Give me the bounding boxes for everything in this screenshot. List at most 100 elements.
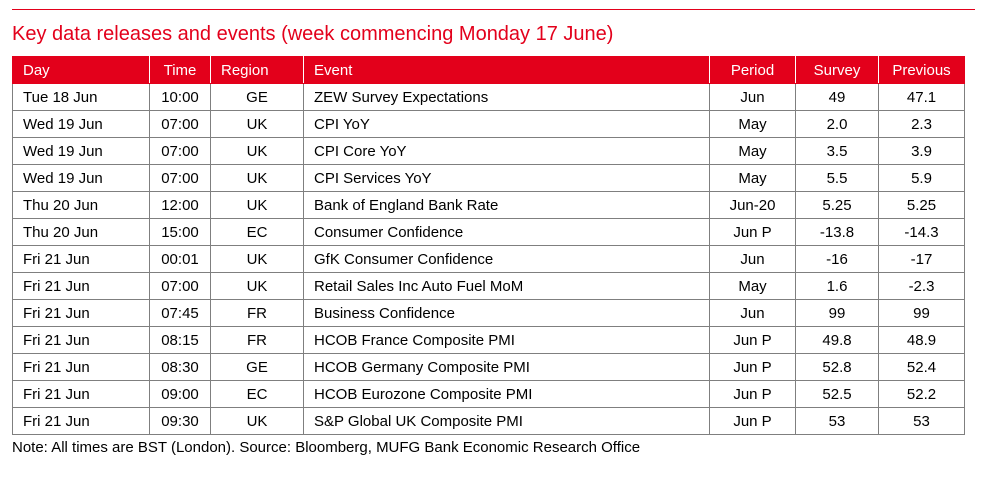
cell-period: Jun xyxy=(709,83,796,111)
cell-region: GE xyxy=(210,83,304,111)
cell-event: CPI Core YoY xyxy=(303,137,710,165)
cell-survey: 3.5 xyxy=(795,137,879,165)
cell-time: 07:00 xyxy=(149,272,211,300)
cell-period: Jun P xyxy=(709,407,796,435)
cell-period: Jun P xyxy=(709,218,796,246)
cell-time: 07:00 xyxy=(149,137,211,165)
cell-event: ZEW Survey Expectations xyxy=(303,83,710,111)
cell-survey: 49.8 xyxy=(795,326,879,354)
cell-time: 08:30 xyxy=(149,353,211,381)
cell-time: 07:00 xyxy=(149,164,211,192)
table-row: Fri 21 Jun 09:00 EC HCOB Eurozone Composite… xyxy=(12,380,965,408)
cell-event: GfK Consumer Confidence xyxy=(303,245,710,273)
cell-event: S&P Global UK Composite PMI xyxy=(303,407,710,435)
cell-survey: -16 xyxy=(795,245,879,273)
cell-previous: 47.1 xyxy=(878,83,965,111)
cell-survey: 5.5 xyxy=(795,164,879,192)
cell-region: FR xyxy=(210,299,304,327)
column-header-previous: Previous xyxy=(878,56,965,84)
cell-event: HCOB Germany Composite PMI xyxy=(303,353,710,381)
cell-region: UK xyxy=(210,110,304,138)
table-body: Tue 18 Jun 10:00 GE ZEW Survey Expectations… xyxy=(12,83,965,435)
cell-previous: -2.3 xyxy=(878,272,965,300)
cell-day: Wed 19 Jun xyxy=(12,137,150,165)
cell-time: 09:30 xyxy=(149,407,211,435)
cell-event: HCOB Eurozone Composite PMI xyxy=(303,380,710,408)
cell-day: Thu 20 Jun xyxy=(12,191,150,219)
column-header-period: Period xyxy=(709,56,796,84)
cell-region: UK xyxy=(210,191,304,219)
cell-period: May xyxy=(709,272,796,300)
cell-event: Consumer Confidence xyxy=(303,218,710,246)
cell-previous: 5.25 xyxy=(878,191,965,219)
cell-period: Jun-20 xyxy=(709,191,796,219)
cell-period: Jun xyxy=(709,299,796,327)
cell-previous: 99 xyxy=(878,299,965,327)
cell-event: CPI Services YoY xyxy=(303,164,710,192)
table-row: Fri 21 Jun 00:01 UK GfK Consumer Confidence… xyxy=(12,245,965,273)
cell-period: May xyxy=(709,164,796,192)
cell-previous: 52.4 xyxy=(878,353,965,381)
table-row: Wed 19 Jun 07:00 UK CPI YoY May 2.0 2.3 xyxy=(12,110,965,138)
cell-event: Bank of England Bank Rate xyxy=(303,191,710,219)
cell-time: 08:15 xyxy=(149,326,211,354)
column-header-day: Day xyxy=(12,56,150,84)
cell-day: Fri 21 Jun xyxy=(12,353,150,381)
page-title: Key data releases and events (week comme… xyxy=(12,23,614,45)
cell-period: May xyxy=(709,110,796,138)
table-row: Fri 21 Jun 07:45 FR Business Confidence Jun 9… xyxy=(12,299,965,327)
table-row: Thu 20 Jun 12:00 UK Bank of England Bank Ra… xyxy=(12,191,965,219)
source-note: Note: All times are BST (London). Source… xyxy=(12,439,641,456)
cell-day: Fri 21 Jun xyxy=(12,380,150,408)
cell-region: UK xyxy=(210,272,304,300)
table-header-row: Day Time Region Event Period Survey Prev… xyxy=(12,56,965,84)
table-row: Fri 21 Jun 07:00 UK Retail Sales Inc Auto F… xyxy=(12,272,965,300)
table-row: Fri 21 Jun 09:30 UK S&P Global UK Composite… xyxy=(12,407,965,435)
cell-day: Fri 21 Jun xyxy=(12,326,150,354)
cell-day: Fri 21 Jun xyxy=(12,407,150,435)
cell-day: Wed 19 Jun xyxy=(12,110,150,138)
cell-survey: 52.8 xyxy=(795,353,879,381)
cell-survey: 99 xyxy=(795,299,879,327)
cell-previous: -17 xyxy=(878,245,965,273)
cell-region: UK xyxy=(210,164,304,192)
column-header-region: Region xyxy=(210,56,304,84)
cell-period: Jun P xyxy=(709,326,796,354)
cell-day: Fri 21 Jun xyxy=(12,245,150,273)
table-row: Wed 19 Jun 07:00 UK CPI Core YoY May 3.5 3.9 xyxy=(12,137,965,165)
cell-previous: 2.3 xyxy=(878,110,965,138)
cell-survey: 53 xyxy=(795,407,879,435)
cell-survey: -13.8 xyxy=(795,218,879,246)
cell-survey: 52.5 xyxy=(795,380,879,408)
cell-survey: 1.6 xyxy=(795,272,879,300)
cell-previous: 52.2 xyxy=(878,380,965,408)
table-row: Tue 18 Jun 10:00 GE ZEW Survey Expectations… xyxy=(12,83,965,111)
cell-day: Tue 18 Jun xyxy=(12,83,150,111)
cell-day: Fri 21 Jun xyxy=(12,299,150,327)
cell-region: GE xyxy=(210,353,304,381)
cell-period: Jun P xyxy=(709,380,796,408)
column-header-event: Event xyxy=(303,56,710,84)
table-row: Wed 19 Jun 07:00 UK CPI Services YoY May 5.5 5… xyxy=(12,164,965,192)
cell-time: 12:00 xyxy=(149,191,211,219)
table-row: Fri 21 Jun 08:15 FR HCOB France Composite P… xyxy=(12,326,965,354)
cell-period: Jun xyxy=(709,245,796,273)
cell-day: Fri 21 Jun xyxy=(12,272,150,300)
table-row: Thu 20 Jun 15:00 EC Consumer Confidence Jun … xyxy=(12,218,965,246)
cell-period: May xyxy=(709,137,796,165)
cell-day: Thu 20 Jun xyxy=(12,218,150,246)
cell-region: EC xyxy=(210,380,304,408)
cell-event: CPI YoY xyxy=(303,110,710,138)
cell-previous: 53 xyxy=(878,407,965,435)
cell-survey: 49 xyxy=(795,83,879,111)
cell-previous: 5.9 xyxy=(878,164,965,192)
cell-previous: 3.9 xyxy=(878,137,965,165)
cell-previous: -14.3 xyxy=(878,218,965,246)
cell-survey: 2.0 xyxy=(795,110,879,138)
cell-region: UK xyxy=(210,137,304,165)
cell-event: Business Confidence xyxy=(303,299,710,327)
table-row: Fri 21 Jun 08:30 GE HCOB Germany Composite … xyxy=(12,353,965,381)
cell-previous: 48.9 xyxy=(878,326,965,354)
column-header-survey: Survey xyxy=(795,56,879,84)
cell-region: UK xyxy=(210,245,304,273)
